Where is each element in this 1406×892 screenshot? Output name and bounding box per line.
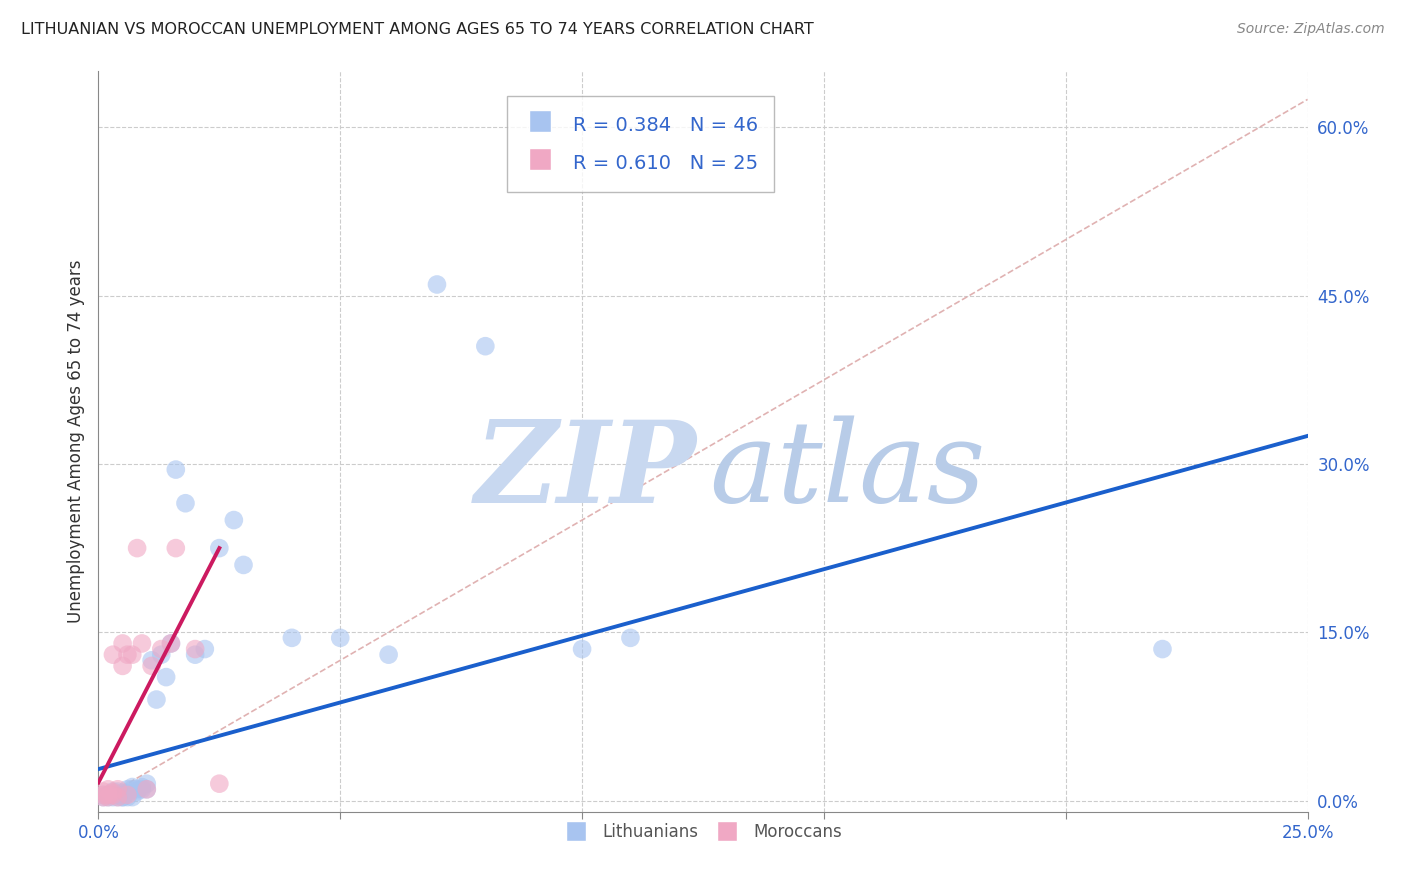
Moroccans bbox=[97, 790, 120, 805]
Lithuanians bbox=[141, 653, 163, 667]
Moroccans bbox=[150, 642, 173, 657]
Lithuanians bbox=[101, 788, 124, 802]
Lithuanians bbox=[111, 788, 134, 802]
Y-axis label: Unemployment Among Ages 65 to 74 years: Unemployment Among Ages 65 to 74 years bbox=[66, 260, 84, 624]
Moroccans bbox=[131, 636, 153, 650]
Lithuanians bbox=[329, 631, 352, 645]
Moroccans bbox=[121, 648, 143, 662]
Moroccans bbox=[160, 636, 183, 650]
Lithuanians bbox=[208, 541, 231, 555]
Moroccans bbox=[107, 782, 129, 797]
Moroccans bbox=[91, 790, 114, 805]
Lithuanians bbox=[174, 496, 197, 510]
Moroccans bbox=[111, 659, 134, 673]
Text: LITHUANIAN VS MOROCCAN UNEMPLOYMENT AMONG AGES 65 TO 74 YEARS CORRELATION CHART: LITHUANIAN VS MOROCCAN UNEMPLOYMENT AMON… bbox=[21, 22, 814, 37]
Moroccans bbox=[184, 642, 207, 657]
Moroccans bbox=[101, 786, 124, 800]
Lithuanians bbox=[127, 784, 149, 798]
Lithuanians bbox=[165, 462, 187, 476]
Lithuanians bbox=[150, 648, 173, 662]
Lithuanians bbox=[155, 670, 177, 684]
Moroccans bbox=[141, 659, 163, 673]
Moroccans bbox=[117, 648, 139, 662]
Lithuanians bbox=[232, 558, 254, 572]
Text: ZIP: ZIP bbox=[475, 416, 697, 526]
Lithuanians bbox=[222, 513, 245, 527]
Lithuanians bbox=[131, 780, 153, 794]
Lithuanians bbox=[97, 790, 120, 805]
Legend: Lithuanians, Moroccans: Lithuanians, Moroccans bbox=[557, 816, 849, 847]
Lithuanians bbox=[160, 636, 183, 650]
Lithuanians bbox=[194, 642, 217, 657]
Lithuanians bbox=[184, 648, 207, 662]
Moroccans bbox=[91, 788, 114, 802]
Moroccans bbox=[111, 636, 134, 650]
Moroccans bbox=[127, 541, 149, 555]
Lithuanians bbox=[111, 790, 134, 805]
Lithuanians bbox=[121, 790, 143, 805]
Lithuanians bbox=[474, 339, 496, 353]
Lithuanians bbox=[426, 277, 449, 292]
Lithuanians bbox=[97, 788, 120, 802]
Lithuanians bbox=[121, 780, 143, 794]
Moroccans bbox=[97, 788, 120, 802]
Moroccans bbox=[107, 790, 129, 805]
Lithuanians bbox=[121, 782, 143, 797]
Lithuanians bbox=[107, 788, 129, 802]
Lithuanians bbox=[117, 782, 139, 797]
Lithuanians bbox=[111, 786, 134, 800]
Text: atlas: atlas bbox=[709, 416, 986, 526]
Lithuanians bbox=[377, 648, 399, 662]
Lithuanians bbox=[91, 788, 114, 802]
Moroccans bbox=[165, 541, 187, 555]
Lithuanians bbox=[107, 784, 129, 798]
Lithuanians bbox=[619, 631, 641, 645]
Lithuanians bbox=[117, 786, 139, 800]
Moroccans bbox=[135, 782, 157, 797]
Lithuanians bbox=[101, 784, 124, 798]
Moroccans bbox=[208, 777, 231, 791]
Moroccans bbox=[97, 782, 120, 797]
Moroccans bbox=[91, 784, 114, 798]
Text: Source: ZipAtlas.com: Source: ZipAtlas.com bbox=[1237, 22, 1385, 37]
Lithuanians bbox=[145, 692, 167, 706]
Lithuanians bbox=[91, 790, 114, 805]
Lithuanians bbox=[135, 782, 157, 797]
Lithuanians bbox=[135, 777, 157, 791]
Lithuanians bbox=[1152, 642, 1174, 657]
Lithuanians bbox=[101, 790, 124, 805]
Moroccans bbox=[101, 648, 124, 662]
Lithuanians bbox=[571, 642, 593, 657]
Moroccans bbox=[117, 788, 139, 802]
Moroccans bbox=[101, 788, 124, 802]
Lithuanians bbox=[111, 790, 134, 805]
Lithuanians bbox=[281, 631, 304, 645]
Lithuanians bbox=[131, 782, 153, 797]
Lithuanians bbox=[107, 790, 129, 805]
Lithuanians bbox=[117, 790, 139, 805]
Lithuanians bbox=[127, 782, 149, 797]
